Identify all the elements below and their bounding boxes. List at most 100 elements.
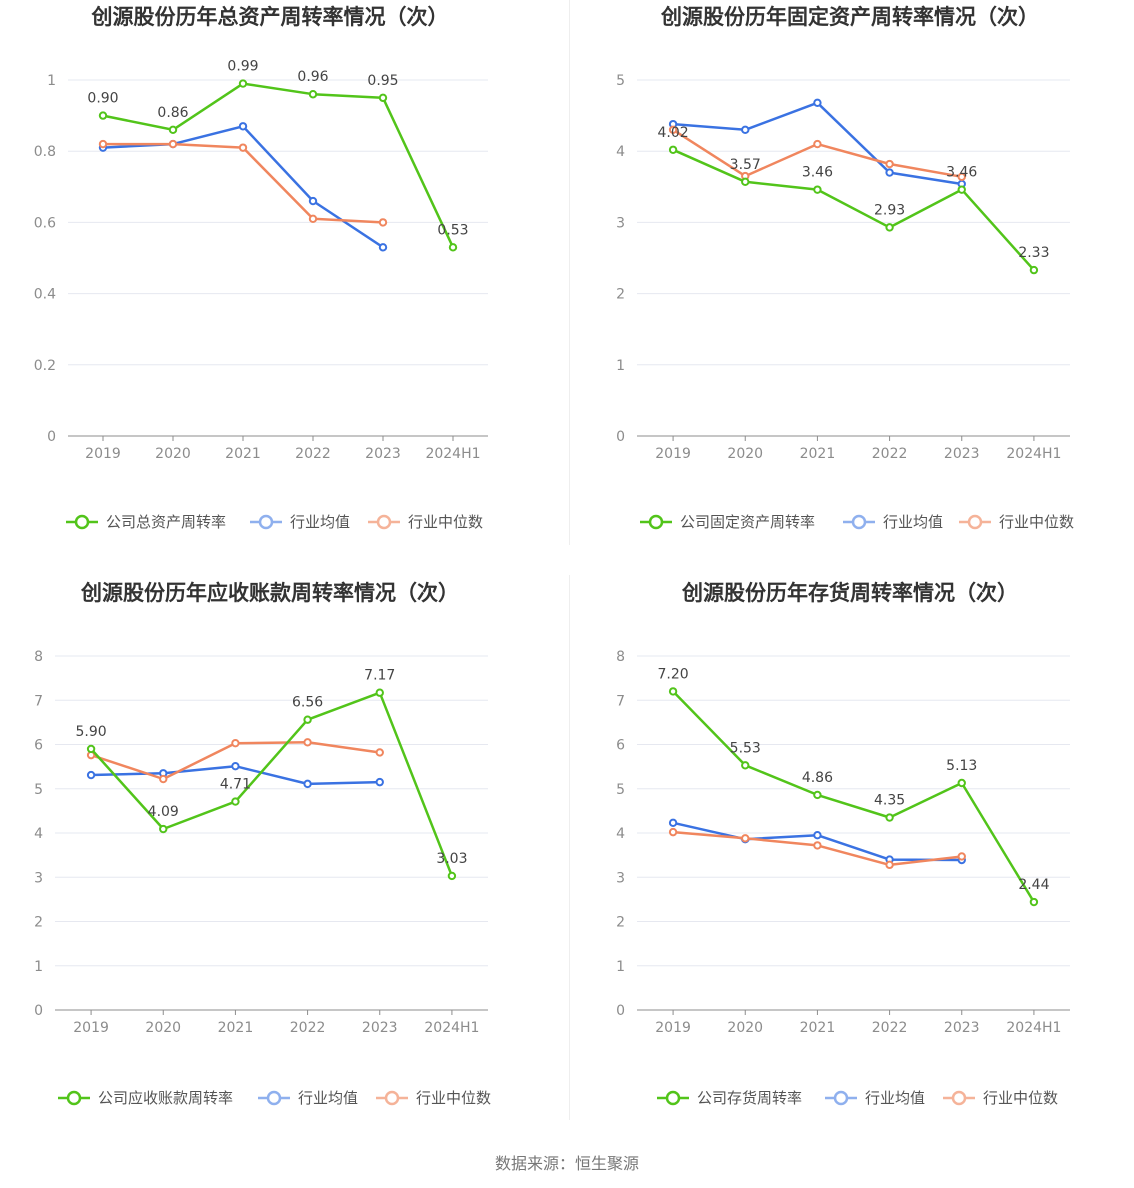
legend-label: 公司固定资产周转率: [680, 513, 815, 531]
x-tick-label: 2019: [655, 446, 691, 462]
y-tick-label: 7: [34, 693, 43, 709]
data-point-company: [238, 79, 248, 88]
legend-item-avg: 行业均值: [250, 513, 350, 531]
y-tick-label: 6: [34, 738, 43, 754]
y-tick-label: 0: [616, 1003, 625, 1019]
data-point-company: [375, 688, 384, 697]
legend-label: 行业中位数: [416, 1089, 491, 1107]
data-point-company: [885, 223, 894, 232]
data-point-avg: [741, 125, 750, 135]
x-tick-label: 2022: [872, 446, 908, 462]
data-point-company: [448, 243, 458, 252]
data-point-company: [168, 125, 178, 135]
chart-title: 创源股份历年存货周转率情况（次）: [681, 581, 1018, 605]
y-tick-label: 0: [34, 1003, 43, 1019]
legend-item-company: 公司应收账款周转率: [58, 1089, 233, 1107]
data-label: 7.20: [657, 666, 688, 682]
legend-marker: [648, 514, 664, 530]
x-tick-label: 2020: [727, 1020, 763, 1036]
data-point-median: [668, 125, 678, 135]
y-tick-label: 0.4: [34, 287, 56, 303]
legend-marker: [384, 1090, 400, 1106]
data-point-company: [98, 111, 108, 120]
data-label: 2.93: [874, 202, 905, 218]
data-point-median: [885, 860, 894, 870]
data-point-company: [1029, 897, 1039, 907]
chart-fixed-asset-turnover: 创源股份历年固定资产周转率情况（次） 0 1 2 3 4 5 2019 2020 2021 2022…: [567, 0, 1134, 576]
data-point-company: [957, 185, 966, 194]
data-point-company: [159, 824, 168, 834]
y-tick-label: 0.6: [34, 215, 56, 231]
y-tick-label: 1: [34, 959, 43, 975]
y-tick-label: 3: [616, 215, 625, 231]
data-label: 3.03: [436, 851, 467, 867]
data-label: 4.02: [657, 125, 688, 141]
data-point-median: [375, 748, 384, 757]
legend-item-avg: 行业均值: [258, 1089, 358, 1107]
y-tick-label: 2: [616, 287, 625, 303]
legend-item-avg: 行业均值: [843, 513, 943, 531]
x-tick-label: 2021: [218, 1020, 254, 1036]
data-point-company: [741, 177, 750, 187]
data-label: 4.35: [874, 793, 905, 809]
x-tick-label: 2021: [800, 1020, 836, 1036]
y-tick-label: 8: [34, 649, 43, 665]
series-line-company: [672, 690, 1035, 903]
data-point-avg: [668, 818, 678, 828]
data-point-median: [957, 172, 966, 182]
data-label: 4.71: [220, 777, 251, 793]
x-tick-label: 2019: [655, 1020, 691, 1036]
legend-label: 公司存货周转率: [697, 1089, 802, 1107]
legend-label: 行业中位数: [983, 1089, 1058, 1107]
data-point-company: [741, 761, 750, 770]
data-label: 0.53: [437, 222, 468, 238]
data-label: 7.17: [364, 668, 395, 684]
data-point-avg: [375, 777, 384, 787]
x-tick-label: 2020: [155, 446, 191, 462]
legend-item-avg: 行业均值: [825, 1089, 925, 1107]
x-tick-label: 2023: [944, 446, 980, 462]
y-tick-label: 1: [47, 73, 56, 89]
legend-marker: [376, 514, 392, 530]
y-tick-label: 1: [616, 959, 625, 975]
x-tick-label: 2022: [290, 1020, 326, 1036]
y-tick-label: 4: [34, 826, 43, 842]
data-label: 3.57: [730, 157, 761, 173]
data-point-company: [447, 871, 457, 881]
x-tick-label: 2024H1: [1006, 446, 1061, 462]
data-label: 4.86: [802, 770, 833, 786]
data-point-median: [668, 827, 678, 837]
data-label: 2.33: [1018, 245, 1049, 261]
series-line-company: [102, 82, 455, 248]
chart-total-asset-turnover: 创源股份历年总资产周转率情况（次） 0 0.2 0.4 0.6 0.8 1 2019 2020 2…: [0, 0, 567, 576]
data-point-median: [741, 834, 750, 843]
data-label: 5.90: [75, 724, 106, 740]
legend-marker: [851, 514, 867, 530]
y-tick-label: 6: [616, 738, 625, 754]
data-point-median: [308, 214, 318, 224]
data-point-median: [378, 218, 388, 227]
y-tick-label: 0.2: [34, 358, 56, 374]
chart-svg: 创源股份历年存货周转率情况（次） 0 1 2 3 4 5 6 7 8 2019 2020 2021 202…: [616, 581, 1070, 1107]
data-point-median: [231, 738, 240, 748]
data-point-avg: [378, 243, 388, 252]
data-point-company: [885, 813, 894, 822]
x-tick-label: 2024H1: [424, 1020, 479, 1036]
x-tick-label: 2019: [85, 446, 121, 462]
data-label: 3.46: [802, 165, 833, 181]
data-point-median: [813, 841, 822, 850]
data-point-company: [668, 145, 678, 154]
legend-label: 行业均值: [865, 1089, 925, 1107]
data-point-median: [168, 139, 178, 149]
data-point-company: [86, 744, 96, 754]
data-label: 5.53: [730, 740, 761, 756]
legend-label: 行业中位数: [408, 513, 483, 531]
y-tick-label: 3: [616, 870, 625, 886]
x-tick-label: 2023: [944, 1020, 980, 1036]
data-point-company: [1029, 265, 1039, 275]
data-label: 5.13: [946, 758, 977, 774]
legend-marker: [66, 1090, 82, 1106]
y-tick-label: 0: [47, 429, 56, 445]
x-tick-label: 2022: [872, 1020, 908, 1036]
y-tick-label: 0: [616, 429, 625, 445]
